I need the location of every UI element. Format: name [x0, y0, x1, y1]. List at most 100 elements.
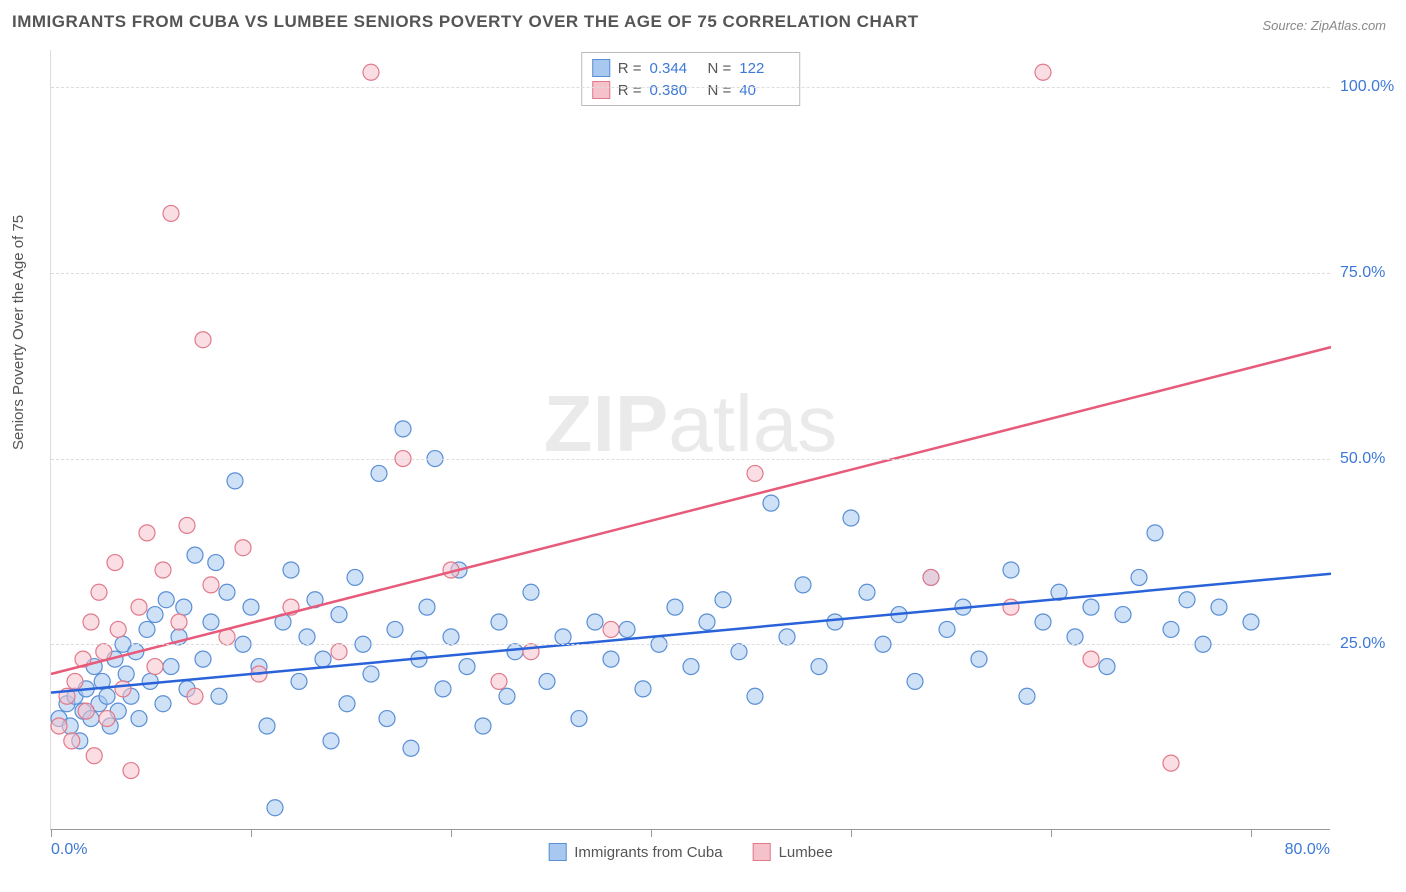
data-point [1163, 755, 1179, 771]
data-point [1099, 659, 1115, 675]
data-point [208, 555, 224, 571]
data-point [78, 703, 94, 719]
data-point [99, 711, 115, 727]
data-point [339, 696, 355, 712]
x-tick-max: 80.0% [1285, 841, 1330, 859]
data-point [523, 584, 539, 600]
data-point [1067, 629, 1083, 645]
data-point [299, 629, 315, 645]
data-point [747, 465, 763, 481]
data-point [603, 621, 619, 637]
data-point [1019, 688, 1035, 704]
data-point [235, 540, 251, 556]
data-point [131, 599, 147, 615]
trend-line [51, 347, 1331, 674]
data-point [779, 629, 795, 645]
data-point [635, 681, 651, 697]
data-point [187, 547, 203, 563]
x-tick [51, 829, 52, 837]
data-point [331, 644, 347, 660]
data-point [267, 800, 283, 816]
data-point [619, 621, 635, 637]
data-point [971, 651, 987, 667]
data-point [843, 510, 859, 526]
data-point [387, 621, 403, 637]
data-point [459, 659, 475, 675]
data-point [475, 718, 491, 734]
y-tick-label: 100.0% [1340, 78, 1400, 96]
data-point [142, 673, 158, 689]
data-point [1147, 525, 1163, 541]
data-point [731, 644, 747, 660]
data-point [163, 205, 179, 221]
data-point [571, 711, 587, 727]
data-point [64, 733, 80, 749]
data-point [379, 711, 395, 727]
data-point [211, 688, 227, 704]
data-point [331, 607, 347, 623]
data-point [555, 629, 571, 645]
data-point [763, 495, 779, 511]
data-point [291, 673, 307, 689]
gridline [51, 459, 1330, 460]
data-point [187, 688, 203, 704]
data-point [1035, 64, 1051, 80]
data-point [435, 681, 451, 697]
data-point [491, 614, 507, 630]
gridline [51, 644, 1330, 645]
legend-item-cuba: Immigrants from Cuba [548, 843, 722, 861]
swatch-lumbee [753, 843, 771, 861]
data-point [1083, 651, 1099, 667]
data-point [195, 332, 211, 348]
data-point [259, 718, 275, 734]
data-point [859, 584, 875, 600]
data-point [219, 584, 235, 600]
data-point [1035, 614, 1051, 630]
data-point [96, 644, 112, 660]
data-point [395, 421, 411, 437]
y-axis-label: Seniors Poverty Over the Age of 75 [10, 215, 27, 450]
data-point [907, 673, 923, 689]
data-point [83, 614, 99, 630]
data-point [155, 562, 171, 578]
scatter-svg [51, 50, 1330, 829]
data-point [315, 651, 331, 667]
data-point [110, 621, 126, 637]
data-point [603, 651, 619, 667]
data-point [1163, 621, 1179, 637]
data-point [91, 584, 107, 600]
data-point [923, 569, 939, 585]
data-point [1003, 562, 1019, 578]
data-point [539, 673, 555, 689]
data-point [158, 592, 174, 608]
data-point [203, 614, 219, 630]
data-point [171, 614, 187, 630]
data-point [403, 740, 419, 756]
data-point [115, 681, 131, 697]
chart-title: IMMIGRANTS FROM CUBA VS LUMBEE SENIORS P… [12, 12, 919, 32]
data-point [363, 666, 379, 682]
data-point [443, 629, 459, 645]
source-attribution: Source: ZipAtlas.com [1262, 18, 1386, 33]
data-point [939, 621, 955, 637]
data-point [99, 688, 115, 704]
data-point [147, 607, 163, 623]
data-point [667, 599, 683, 615]
data-point [139, 525, 155, 541]
data-point [1131, 569, 1147, 585]
x-tick [851, 829, 852, 837]
y-tick-label: 25.0% [1340, 635, 1400, 653]
data-point [323, 733, 339, 749]
data-point [827, 614, 843, 630]
data-point [1003, 599, 1019, 615]
legend-label-lumbee: Lumbee [779, 844, 833, 861]
legend-label-cuba: Immigrants from Cuba [574, 844, 722, 861]
data-point [155, 696, 171, 712]
data-point [363, 64, 379, 80]
data-point [371, 465, 387, 481]
data-point [1211, 599, 1227, 615]
x-tick [1251, 829, 1252, 837]
data-point [795, 577, 811, 593]
legend-item-lumbee: Lumbee [753, 843, 833, 861]
data-point [131, 711, 147, 727]
